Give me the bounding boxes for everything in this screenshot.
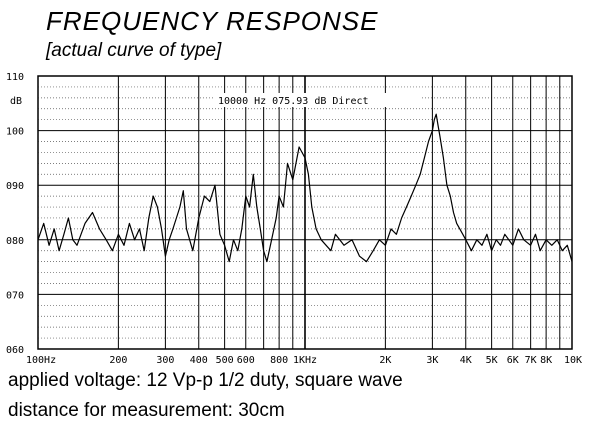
chart-subtitle: [actual curve of type]	[46, 40, 222, 61]
x-tick-label: 8K	[540, 355, 552, 366]
x-tick-label: 10K	[564, 355, 582, 366]
x-tick-label: 5K	[486, 355, 498, 366]
measurement-readout: 10000 Hz 075.93 dB Direct	[218, 96, 369, 107]
x-tick-label: 4K	[460, 355, 472, 366]
y-tick-label: 080	[6, 236, 24, 247]
y-tick-label: 110	[6, 72, 24, 83]
x-tick-label: 2K	[379, 355, 391, 366]
chart-title: FREQUENCY RESPONSE	[46, 6, 379, 36]
y-tick-label: 100	[6, 127, 24, 138]
x-tick-label: 800	[270, 355, 288, 366]
y-tick-label: 060	[6, 345, 24, 356]
x-tick-label: 200	[109, 355, 127, 366]
measurement-distance-note: distance for measurement: 30cm	[8, 400, 285, 421]
x-tick-label: 6K	[507, 355, 519, 366]
y-tick-label: 090	[6, 181, 24, 192]
applied-voltage-note: applied voltage: 12 Vp-p 1/2 duty, squar…	[8, 370, 403, 391]
y-axis-label: dB	[10, 96, 22, 107]
x-tick-label: 300	[156, 355, 174, 366]
x-tick-label: 7K	[525, 355, 537, 366]
x-tick-label: 400	[190, 355, 208, 366]
readout-background	[214, 93, 422, 107]
y-tick-label: 070	[6, 290, 24, 301]
x-tick-label: 3K	[426, 355, 438, 366]
x-tick-label: 100Hz	[26, 355, 56, 366]
x-tick-label: 500	[216, 355, 234, 366]
x-tick-label: 600	[237, 355, 255, 366]
x-tick-label: 1KHz	[293, 355, 317, 366]
response-curve	[37, 113, 573, 263]
